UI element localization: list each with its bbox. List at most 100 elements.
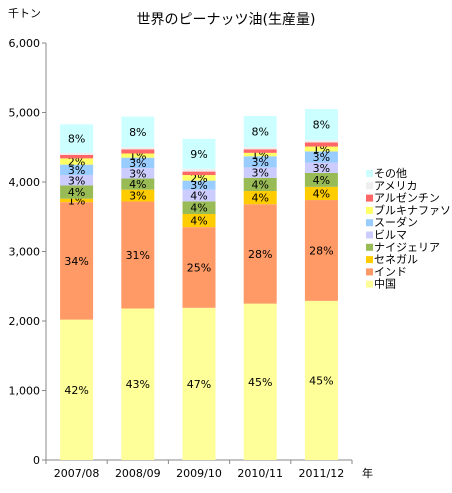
data-label: 3% [251,156,268,169]
bar-segment [121,201,155,309]
legend-swatch [366,243,373,251]
legend-swatch [366,280,373,288]
legend-label: アルゼンチン [374,192,440,205]
bar-segment [121,149,155,154]
bars-group: 42%34%1%4%3%3%2%8%43%31%3%4%3%3%1%8%47%2… [60,109,338,460]
bar-segment [304,151,338,163]
y-tick-label: 2,000 [9,315,41,328]
legend-label: ビルマ [374,229,407,242]
x-axis-label: 年 [362,466,373,480]
x-tick-label: 2008/09 [115,467,161,480]
y-tick-label: 3,000 [9,246,41,259]
legend-swatch [366,268,373,276]
legend-swatch [366,170,373,177]
bar-segment [182,307,216,460]
bar-segment [243,167,277,178]
bar-segment [304,200,338,301]
bar-segment [60,198,94,203]
bar-segment [121,147,155,150]
bar-segment [182,168,216,172]
data-label: 42% [64,384,88,397]
data-label: 4% [251,192,268,205]
bar-segment [182,213,216,228]
legend-label: インド [374,265,407,278]
data-label: 47% [187,378,211,391]
y-tick-label: 6,000 [9,37,41,50]
legend-label: スーダン [374,215,418,229]
bar-segment [304,146,338,152]
data-label: 8% [251,126,268,139]
bar-segment [121,116,155,148]
legend-label: 中国 [374,278,396,291]
bar-segment [60,164,94,176]
bar-segment [182,180,216,190]
legend-swatch [366,219,373,227]
bar-segment [60,154,94,159]
bar-segment [60,319,94,460]
data-label: 2% [190,172,207,185]
chart-title: 世界のピーナッツ油(生産量) [137,12,316,28]
bar-segment [304,186,338,201]
bar-segment [60,124,94,153]
bar-segment [243,204,277,304]
data-label: 45% [248,376,272,389]
data-label: 2% [68,155,85,168]
bar-segment [182,175,216,181]
bar-segment [243,177,277,192]
legend-swatch [366,182,373,190]
x-tick-label: 2009/10 [176,467,222,480]
legend-label: ナイジェリア [374,241,440,254]
bar-segment [121,157,155,169]
data-label: 8% [313,119,330,132]
bar-segment [121,308,155,460]
bar-segment [60,185,94,199]
data-label: 4% [313,187,330,200]
bar-segment [304,142,338,147]
bar-segment [243,303,277,460]
data-label: 3% [129,190,146,203]
y-tick-label: 5,000 [9,107,41,120]
bar-segment [121,168,155,179]
data-label: 3% [68,174,85,187]
bar-segment [121,178,155,190]
bar-segment [182,171,216,176]
data-label: 3% [313,151,330,164]
legend-swatch [366,194,373,202]
x-tick-label: 2010/11 [237,467,283,480]
bar-segment [243,156,277,168]
bar-segment [304,172,338,187]
bar-segment [243,147,277,150]
data-label: 3% [68,164,85,177]
y-unit-label: 千トン [8,7,41,20]
data-label: 4% [313,174,330,187]
x-tick-label: 2011/12 [299,467,345,480]
bar-segment [60,175,94,186]
legend-swatch [366,256,373,264]
legend-swatch [366,231,373,239]
bar-segment [304,140,338,143]
data-label: 3% [190,179,207,192]
bar-segment [60,152,94,155]
bar-segment [121,153,155,158]
data-label: 3% [129,167,146,180]
bar-segment [304,300,338,460]
data-label: 4% [251,178,268,191]
data-label: 45% [309,374,333,387]
data-label: 4% [190,190,207,203]
x-tick-label: 2007/08 [54,467,100,480]
data-label: 28% [248,248,272,261]
data-label: 4% [190,215,207,228]
legend-label: アメリカ [374,179,417,192]
bar-segment [304,109,338,141]
data-label: 4% [68,186,85,199]
data-label: 3% [313,162,330,175]
y-tick-label: 1,000 [9,385,41,398]
legend-label: セネガル [374,253,418,266]
bar-segment [243,152,277,157]
legend: その他アメリカアルゼンチンブルキナファソスーダンビルマナイジェリアセネガルインド… [366,167,451,291]
bar-segment [121,189,155,202]
data-label: 28% [309,244,333,257]
data-label: 8% [129,126,146,139]
bar-segment [60,158,94,165]
